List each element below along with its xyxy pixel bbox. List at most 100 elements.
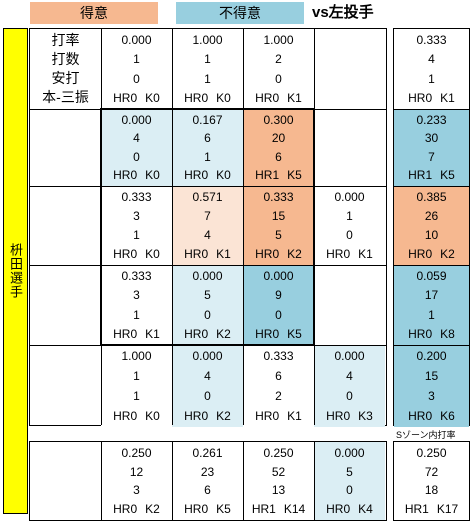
stat-avg: 0.261: [192, 445, 223, 460]
stat-hr: HR0: [113, 247, 138, 261]
hr-k: HR0 K6: [394, 408, 469, 425]
hr-k: HR1 K14: [243, 501, 314, 518]
hr-k: HR0 K1: [243, 408, 314, 425]
row-totals-grid: 0.333 4 1 HR0 K1 0.233 30 7 HR1 K5 0.385 26 10 HR0 K2 0…: [393, 28, 470, 427]
stat-k: K0: [216, 90, 231, 105]
stat-k: K0: [145, 247, 160, 261]
stat-k: K4: [358, 502, 373, 517]
stat-hr: HR0: [255, 247, 280, 261]
grid-line: [101, 442, 102, 520]
zone-cell: 0.333 15 5 HR0 K2: [243, 186, 314, 265]
hr-k: HR0 K5: [172, 501, 243, 518]
stat-hr: HR0: [255, 90, 280, 105]
stat-ab: 3: [133, 288, 140, 303]
column-total-cell: 0.250 52 13 HR1 K14: [243, 442, 314, 520]
stat-ab: 4: [204, 369, 211, 384]
stat-h: 1: [133, 228, 140, 242]
stat-k: K14: [283, 502, 306, 517]
stat-hr: HR0: [113, 408, 138, 423]
stat-avg: 0.333: [416, 33, 447, 48]
hr-k: HR0 K2: [172, 408, 243, 425]
stat-hr: HR1: [255, 168, 280, 183]
stat-ab: 4: [428, 52, 435, 67]
stat-ab: 9: [275, 288, 282, 303]
zone-cell: 0.571 7 4 HR0 K1: [172, 186, 243, 265]
stat-ab: 5: [346, 464, 353, 479]
hr-k: HR0 K1: [314, 246, 385, 263]
stat-hr: HR0: [184, 326, 209, 341]
hr-k: HR0 K0: [101, 90, 172, 107]
row-header-label: 本-三振: [42, 89, 89, 105]
stat-ab: 1: [204, 52, 211, 67]
stat-h: 6: [204, 483, 211, 498]
hr-k: HR0 K1: [101, 326, 172, 343]
row-total-cell: 0.233 30 7 HR1 K5: [394, 109, 469, 186]
stat-h: 1: [428, 307, 435, 322]
stat-h: 0: [204, 388, 211, 403]
stat-avg: 1.000: [192, 33, 223, 48]
zone-cell: 1.000 2 0 HR0 K1: [243, 29, 314, 109]
hr-k: HR0 K0: [101, 167, 172, 184]
stat-k: K5: [216, 502, 231, 517]
stat-avg: 0.059: [416, 269, 447, 284]
overall-total-grid: 0.250 72 18 HR1 K17: [393, 441, 470, 521]
row-total-cell: 0.333 4 1 HR0 K1: [394, 29, 469, 109]
zone-cell: 0.000 1 0 HR0 K1: [314, 186, 385, 265]
stat-hr: HR1: [408, 168, 433, 183]
overall-total-cell: 0.250 72 18 HR1 K17: [394, 442, 469, 520]
stat-ab: 17: [424, 288, 439, 303]
stat-ab: 15: [424, 369, 439, 384]
stat-k: K0: [216, 168, 231, 183]
stat-avg: 1.000: [263, 33, 294, 48]
stat-avg: 0.000: [263, 269, 294, 284]
stat-h: 3: [133, 483, 140, 498]
row-header: 打率 打数 安打 本-三振: [30, 31, 101, 107]
stat-avg: 0.000: [334, 190, 365, 204]
stat-hr: HR0: [326, 408, 351, 423]
stat-k: K3: [358, 408, 373, 423]
grid-line: [394, 265, 469, 266]
hr-k: HR0 K0: [101, 246, 172, 263]
zone-cell: 0.000 9 0 HR0 K5: [243, 265, 314, 345]
stat-avg: 0.250: [416, 445, 447, 460]
stat-hr: HR0: [113, 502, 138, 517]
stat-hr: HR0: [113, 168, 138, 183]
stat-h: 0: [275, 71, 282, 86]
stat-avg: 0.333: [263, 349, 294, 364]
stat-avg: 0.385: [416, 190, 447, 204]
row-total-cell: 0.200 15 3 HR0 K6: [394, 345, 469, 427]
stat-h: 10: [424, 228, 439, 242]
stat-avg: 0.000: [192, 269, 223, 284]
stat-k: K5: [287, 168, 302, 183]
zone-cell: 0.000 4 0 HR0 K0: [101, 109, 172, 186]
stat-avg: 0.000: [121, 33, 152, 48]
hr-k: HR0 K0: [172, 90, 243, 107]
stat-ab: 15: [271, 209, 286, 223]
stat-h: 7: [428, 149, 435, 164]
hr-k: HR1 K5: [394, 167, 469, 184]
player-name-label: 枡田選手: [3, 28, 28, 514]
stat-hr: HR0: [255, 326, 280, 341]
zone-cell: 0.300 20 6 HR1 K5: [243, 109, 314, 186]
stat-h: 0: [133, 149, 140, 164]
zone-cell: [314, 265, 385, 345]
hr-k: HR0 K1: [394, 90, 469, 107]
stat-hr: HR0: [184, 502, 209, 517]
stat-avg: 0.333: [121, 190, 152, 204]
stat-hr: HR0: [408, 326, 433, 341]
stat-avg: 0.167: [192, 112, 223, 127]
stat-avg: 0.250: [263, 445, 294, 460]
grid-line: [101, 29, 102, 425]
stat-h: 1: [428, 71, 435, 86]
stat-h: 18: [424, 483, 439, 498]
hr-k: HR0 K1: [172, 246, 243, 263]
stat-avg: 1.000: [121, 349, 152, 364]
stat-avg: 0.250: [121, 445, 152, 460]
row-header-label: 打数: [51, 51, 80, 67]
grid-line: [30, 109, 386, 110]
stat-h: 0: [133, 71, 140, 86]
column-total-cell: 0.250 12 3 HR0 K2: [101, 442, 172, 520]
stat-ab: 6: [204, 131, 211, 146]
stat-k: K5: [287, 326, 302, 341]
stat-ab: 52: [271, 464, 286, 479]
